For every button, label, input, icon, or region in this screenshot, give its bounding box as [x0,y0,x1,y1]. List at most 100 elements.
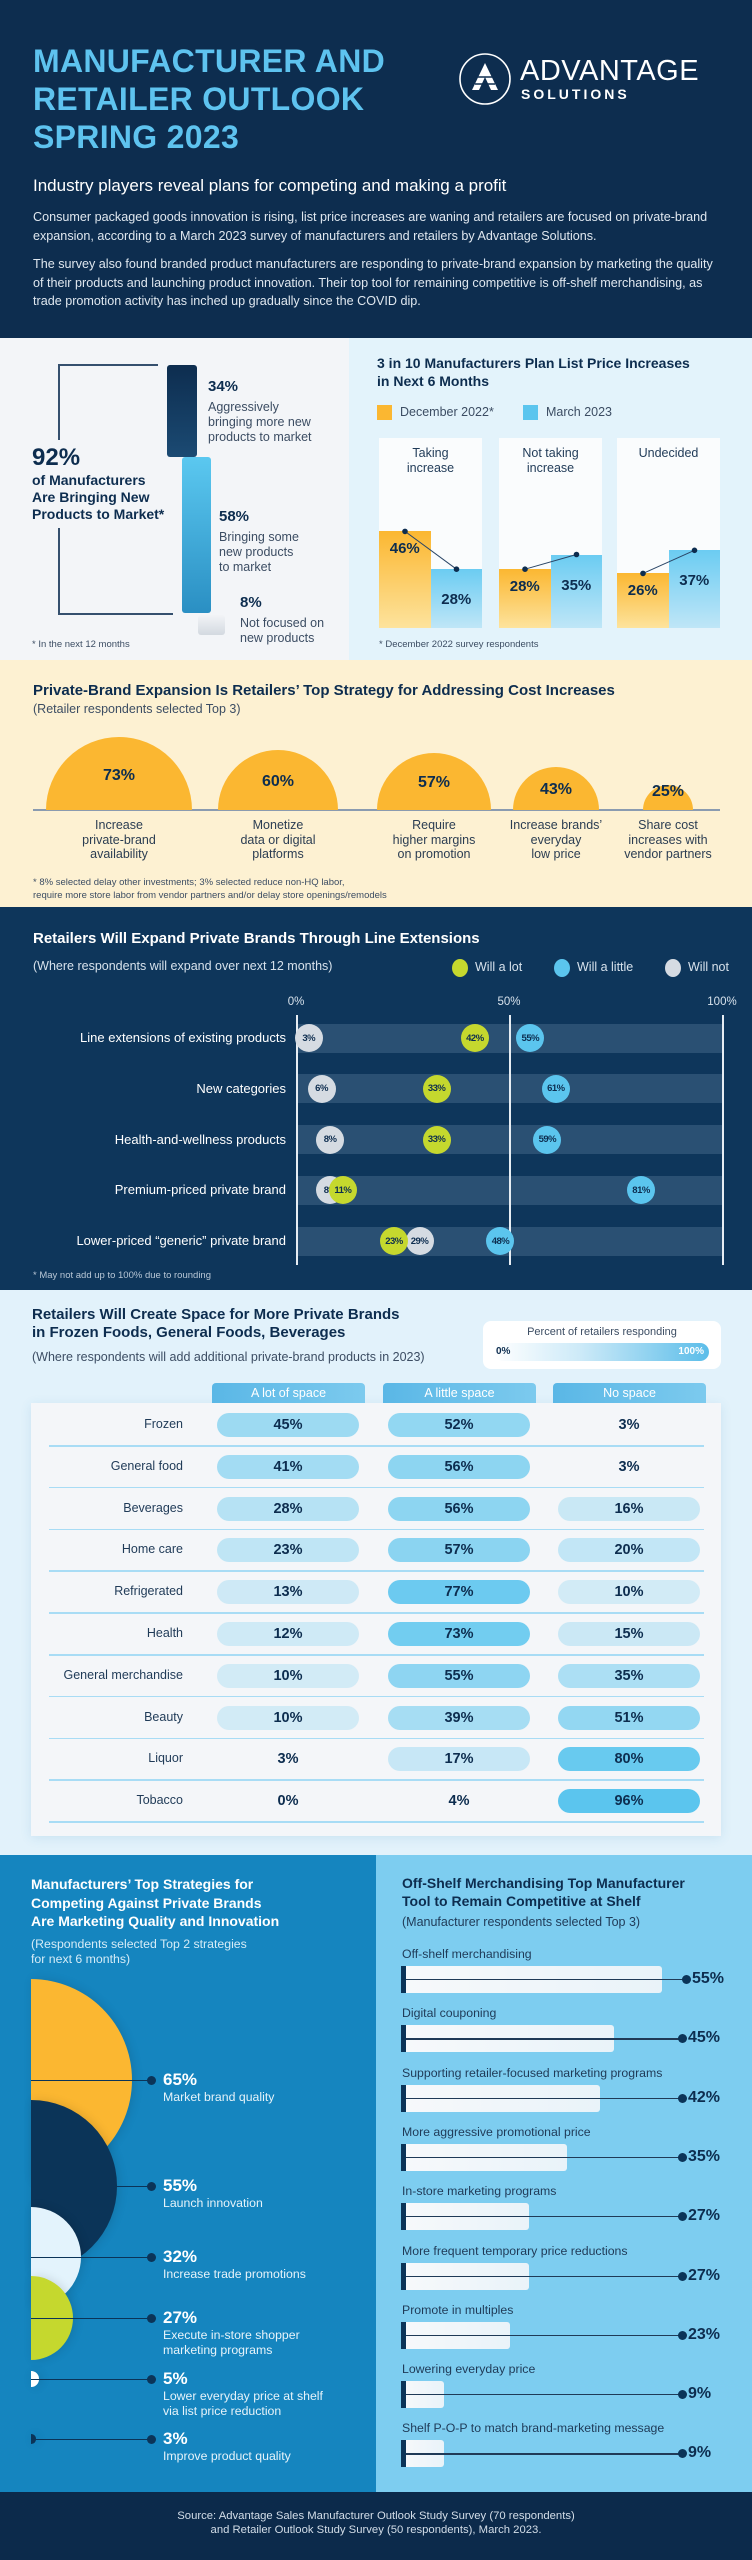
chart-subtitle: (Manufacturer respondents selected Top 3… [402,1915,641,1929]
table-cell: 77% [388,1580,530,1605]
segment-bar [167,365,197,457]
leader-dot [678,2390,687,2400]
scale-gradient-bar: 0% 100% [494,1343,709,1361]
connector-line [404,530,457,570]
row-label: Beverages [123,1500,183,1515]
row-label: Tobacco [136,1793,183,1808]
leader-dot [678,2034,687,2044]
bar-cap [401,1966,406,1993]
manufacturer-strategies-panel: Manufacturers’ Top Strategies for Compet… [0,1855,376,2492]
bar-value: 37% [679,572,710,590]
data-bubble: 3% [294,1024,323,1052]
bar-mar-2023 [550,554,602,628]
table-cell: 3% [618,1458,640,1475]
item-label: Digital couponing [402,2006,497,2021]
bar-value: 9% [688,2385,712,2403]
scale-min: 0% [496,1346,511,1357]
bar-value: 23% [688,2325,721,2343]
data-bubble: 42% [460,1024,489,1052]
bar-cap [401,2025,406,2053]
chart-title: Retailers Will Create Space for More Pri… [32,1306,400,1341]
scale-legend-label: Percent of retailers responding [527,1326,677,1338]
category-label: Share cost increases with vendor partner… [624,818,712,861]
bar-value: 45% [688,2029,721,2047]
row-divider [49,1612,704,1614]
page-title: MANUFACTURER AND RETAILER OUTLOOK SPRING… [33,43,386,155]
data-dot [522,566,528,572]
data-bubble: 8% [316,1125,345,1154]
connector-line [642,549,695,574]
bar-dec-2022 [499,569,551,628]
leader-dot [147,2375,156,2384]
data-bubble: 6% [307,1074,336,1103]
chart-subtitle: (Respondents selected Top 2 strategies f… [31,1937,247,1966]
x-tick-label: 0% [287,996,305,1008]
bar-cap [401,2321,406,2349]
bar-value: 25% [651,783,685,800]
table-cell: 52% [388,1413,530,1437]
data-bubble: 81% [627,1176,656,1205]
bar-value: 28% [509,578,540,596]
new-products-panel: 92% of Manufacturers Are Bringing New Pr… [0,338,349,660]
row-divider [49,1779,704,1781]
leader-line [406,2334,682,2337]
legend-dot [665,959,681,977]
row-label: Home care [121,1542,183,1557]
table-cell: 13% [217,1580,359,1605]
table-cell: 73% [388,1622,530,1646]
strategy-half-circle [31,2434,36,2444]
leader-dot [678,2449,687,2459]
item-label: Off-shelf merchandising [402,1947,532,1961]
row-label: Beauty [144,1709,183,1724]
bar-cap [401,2203,406,2231]
bar-cap [401,2084,406,2112]
page-subtitle: Industry players reveal plans for compet… [33,176,507,195]
table-cell: 39% [388,1705,530,1730]
table-cell: 17% [388,1747,530,1772]
leader-dot [147,2435,156,2444]
item-label: Lowering everyday price [402,2362,536,2377]
bar-value: 35% [561,576,592,594]
item-label: More aggressive promotional price [402,2124,591,2139]
leader-line [406,2156,682,2159]
chart-title: 3 in 10 Manufacturers Plan List Price In… [377,355,690,389]
segment-bar [198,615,225,635]
legend-label-mar: March 2023 [546,405,613,419]
connector-layer [402,528,698,577]
leader-dot [682,1975,691,1984]
legend-dot [554,959,570,977]
table-cell: 57% [388,1538,530,1563]
data-dot [573,551,580,558]
logo-name: ADVANTAGE [520,55,700,87]
table-cell: 16% [558,1496,700,1521]
leader-line [406,2216,682,2218]
row-divider [49,1654,704,1656]
bar-value: 43% [539,780,573,798]
bracket-line [58,364,60,440]
cost-strategy-section: Private-Brand Expansion Is Retailers’ To… [0,660,752,907]
item-label: More frequent temporary price reductions [402,2243,628,2258]
line-extensions-section: Retailers Will Expand Private Brands Thr… [0,907,752,1290]
chart-subtitle: (Retailer respondents selected Top 3) [33,702,241,716]
intro-paragraph-1: Consumer packaged goods innovation is ri… [33,210,708,243]
leader-dot [678,2093,687,2103]
bar-cap [401,2440,406,2468]
strategy-label: Lower everyday price at shelf via list p… [163,2389,323,2418]
legend-swatch-dec [377,405,392,420]
row-divider [49,1737,704,1740]
strategy-label: Increase trade promotions [163,2267,306,2281]
data-bubble: 23% [379,1227,408,1256]
leader-line [406,2394,682,2396]
leader-line [406,2453,682,2455]
footnote: * In the next 12 months [32,639,130,650]
leader-dot [678,2152,687,2162]
category-label: Require higher margins on promotion [392,818,476,861]
bar-value: 73% [102,767,136,785]
x-tick-label: 50% [497,996,521,1008]
data-dot [402,528,408,535]
strategy-label: Improve product quality [163,2449,291,2463]
triangle-mountain-logo-icon [459,53,511,105]
data-bubble: 61% [541,1074,570,1103]
data-bubble: 48% [486,1227,515,1256]
strategy-half-circle [31,2371,39,2387]
